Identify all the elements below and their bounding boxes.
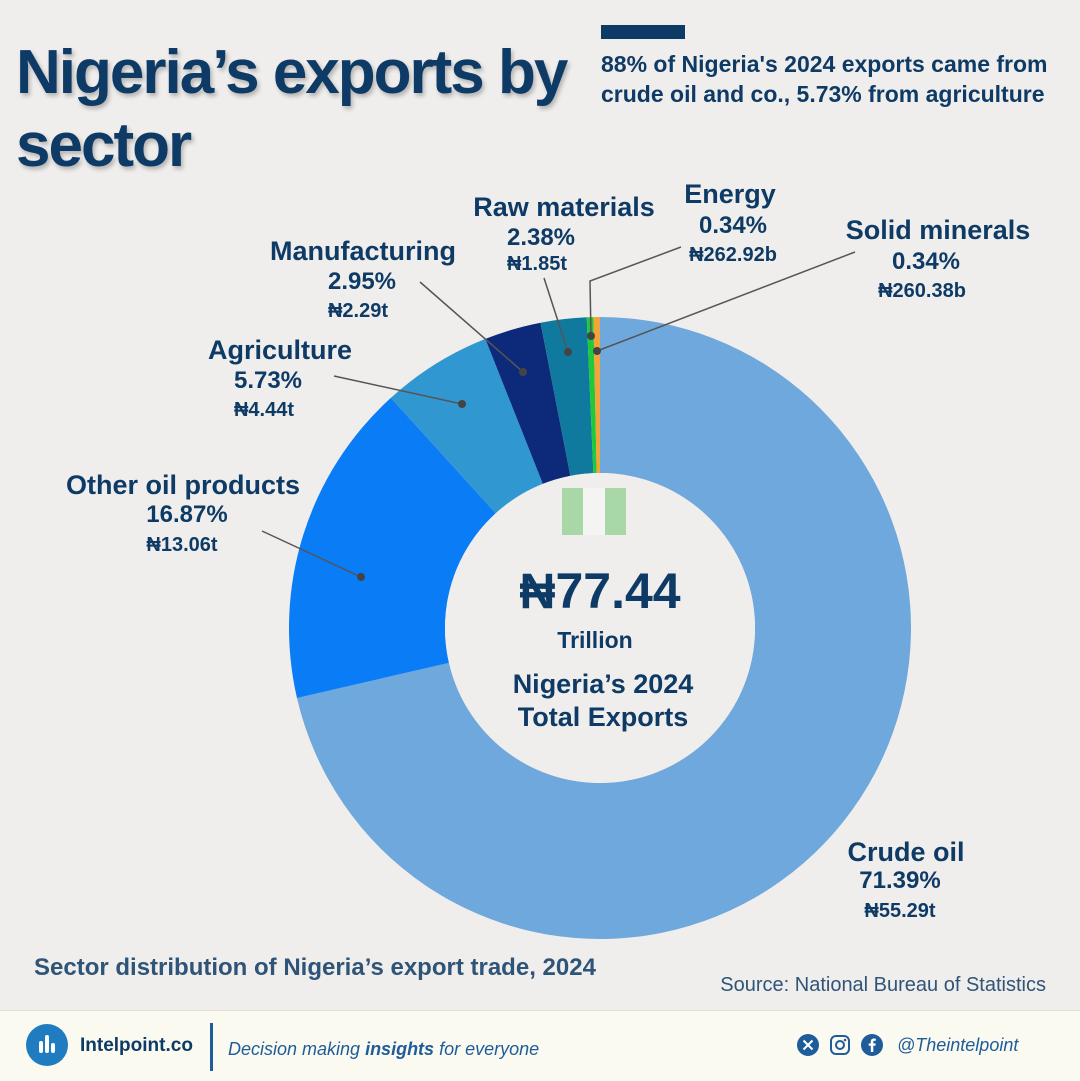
slice-name: Solid minerals [846, 215, 1031, 245]
leader-dot [564, 348, 572, 356]
social-handle[interactable]: @Theintelpoint [897, 1034, 1019, 1055]
donut-hole [445, 473, 755, 783]
slice-name: Energy [684, 179, 776, 209]
slice-value: ₦260.38b [878, 280, 966, 302]
social-links: @Theintelpoint [797, 1034, 1018, 1056]
slice-solid-minerals [593, 317, 600, 474]
page-title: Nigeria’s exports by sector [16, 38, 568, 181]
nigeria-flag-icon [562, 488, 626, 535]
leader-dot [519, 368, 527, 376]
leader-line [596, 251, 856, 352]
slice-manufacturing [485, 322, 571, 484]
leader-line [589, 246, 682, 337]
center-total-value: ₦77.44 [519, 563, 680, 619]
slice-crude-oil [296, 317, 912, 939]
slice-value: ₦1.85t [507, 253, 567, 275]
slice-raw-materials [540, 317, 594, 476]
leader-line [419, 281, 524, 373]
slice-name: Crude oil [847, 837, 964, 867]
slice-percent: 0.34% [892, 248, 960, 275]
slice-name: Raw materials [473, 192, 655, 222]
leader-dot [587, 332, 595, 340]
slice-percent: 71.39% [859, 867, 940, 894]
instagram-icon[interactable] [829, 1034, 851, 1056]
x-icon[interactable] [797, 1034, 819, 1056]
label-energy: Energy 0.34% ₦262.92b [587, 179, 777, 340]
leader-line [261, 530, 362, 578]
leader-line [543, 277, 569, 353]
facebook-icon[interactable] [861, 1034, 883, 1056]
slice-value: ₦262.92b [689, 244, 777, 266]
brand-name[interactable]: Intelpoint.co [80, 1035, 193, 1056]
chart-subtitle: Sector distribution of Nigeria’s export … [34, 954, 596, 981]
source-note: Source: National Bureau of Statistics [720, 974, 1046, 996]
bar-chart-logo-icon[interactable] [26, 1024, 68, 1066]
slice-percent: 2.38% [507, 224, 575, 251]
slice-agriculture [390, 338, 543, 514]
leader-dot [593, 347, 601, 355]
accent-bar [601, 25, 685, 39]
slice-energy [586, 317, 597, 474]
footer-divider [210, 1023, 213, 1071]
label-solid-minerals: Solid minerals 0.34% ₦260.38b [593, 215, 1030, 355]
slice-name: Manufacturing [270, 236, 456, 266]
slice-value: ₦13.06t [146, 534, 217, 556]
center-label-line1: Nigeria’s 2024 [513, 669, 694, 699]
slice-value: ₦55.29t [864, 900, 935, 922]
slice-name: Other oil products [66, 470, 300, 500]
slice-other-oil-products [289, 397, 496, 698]
center-total-unit: Trillion [557, 627, 632, 653]
leader-line [333, 375, 463, 405]
center-label-line2: Total Exports [518, 702, 689, 732]
slice-value: ₦4.44t [234, 399, 294, 421]
slice-percent: 0.34% [699, 212, 767, 239]
slice-percent: 5.73% [234, 367, 302, 394]
slice-name: Agriculture [208, 335, 352, 365]
leader-dot [458, 400, 466, 408]
slice-percent: 16.87% [146, 501, 227, 528]
tagline: Decision making insights for everyone [228, 1039, 540, 1059]
leader-dot [357, 573, 365, 581]
footer-bar: Intelpoint.co Decision making insights f… [0, 1010, 1080, 1081]
slice-percent: 2.95% [328, 268, 396, 295]
headline-text: 88% of Nigeria's 2024 exports came from … [601, 51, 1048, 107]
donut-slices [289, 317, 912, 939]
slice-value: ₦2.29t [328, 300, 388, 322]
